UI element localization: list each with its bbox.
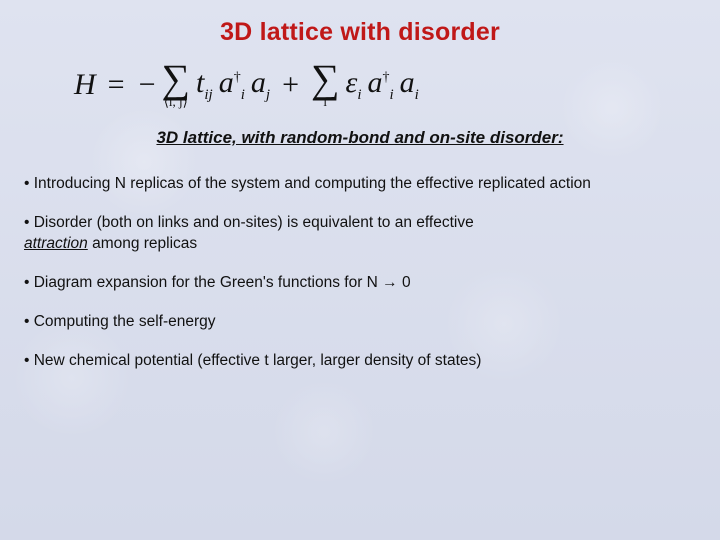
eq-a4: a xyxy=(400,66,415,99)
eq-a2-sub: j xyxy=(266,87,270,103)
eq-t-sub: ij xyxy=(204,87,212,103)
eq-a1: a xyxy=(219,66,234,99)
eq-dag1: † xyxy=(234,70,241,85)
bullet-3-post: 0 xyxy=(398,274,411,291)
eq-lhs: H xyxy=(74,68,96,102)
eq-a-j: aj xyxy=(251,66,270,104)
bullet-2-attraction: attraction xyxy=(24,235,88,252)
arrow-icon: → xyxy=(382,274,398,291)
eq-a2: a xyxy=(251,66,266,99)
eq-equals: = xyxy=(108,68,125,102)
bullet-3-pre: • Diagram expansion for the Green's func… xyxy=(24,274,382,291)
sigma-icon: ∑ xyxy=(162,61,191,97)
eq-a-i: ai xyxy=(400,66,419,104)
hamiltonian-equation: H = − ∑ ⟨i, j⟩ tij a†i aj + ∑ i εi a†i a… xyxy=(74,61,696,108)
eq-sum1-sub: ⟨i, j⟩ xyxy=(164,95,188,108)
eq-eps-sub: i xyxy=(357,87,361,103)
bullet-2-pre: • Disorder (both on links and on-sites) … xyxy=(24,214,474,231)
bullet-list: • Introducing N replicas of the system a… xyxy=(24,174,696,372)
slide: 3D lattice with disorder H = − ∑ ⟨i, j⟩ … xyxy=(0,0,720,540)
bullet-3: • Diagram expansion for the Green's func… xyxy=(24,273,696,294)
eq-minus: − xyxy=(139,68,156,102)
bullet-5: • New chemical potential (effective t la… xyxy=(24,351,696,372)
eq-eps: εi xyxy=(346,66,362,104)
bullet-2-post: among replicas xyxy=(88,235,197,252)
subtitle: 3D lattice, with random-bond and on-site… xyxy=(24,128,696,148)
eq-t: tij xyxy=(196,66,213,104)
eq-eps-sym: ε xyxy=(346,66,358,99)
eq-sum2: ∑ i xyxy=(311,61,340,108)
eq-a1-sub: i xyxy=(241,87,245,103)
eq-sum1: ∑ ⟨i, j⟩ xyxy=(162,61,191,108)
eq-a3: a xyxy=(368,66,383,99)
eq-adag-i: a†i xyxy=(219,66,245,104)
eq-sum2-sub: i xyxy=(323,95,327,108)
bullet-4: • Computing the self-energy xyxy=(24,312,696,333)
sigma-icon-2: ∑ xyxy=(311,61,340,97)
eq-adag-i2: a†i xyxy=(368,66,394,104)
bullet-1: • Introducing N replicas of the system a… xyxy=(24,174,696,195)
slide-title: 3D lattice with disorder xyxy=(24,18,696,47)
eq-a4-sub: i xyxy=(415,87,419,103)
bullet-2: • Disorder (both on links and on-sites) … xyxy=(24,213,696,255)
eq-dag2: † xyxy=(383,70,390,85)
eq-plus: + xyxy=(282,68,299,102)
eq-a3-sub: i xyxy=(390,87,394,103)
